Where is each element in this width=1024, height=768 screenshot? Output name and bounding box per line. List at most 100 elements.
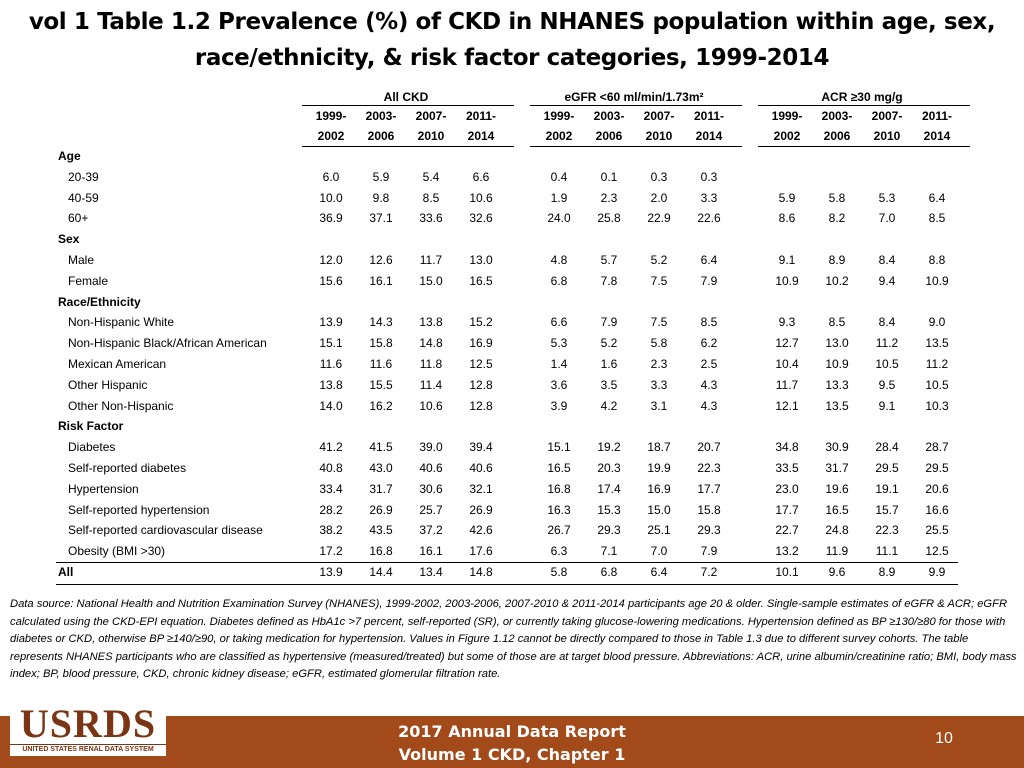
table-cell: 5.2 <box>600 336 618 351</box>
table-cell: 15.8 <box>369 336 393 351</box>
row-label: Other Non-Hispanic <box>68 398 174 413</box>
year-header: 2003- <box>821 109 853 123</box>
row-label: Hypertension <box>68 481 139 496</box>
table-cell: 13.9 <box>319 315 343 330</box>
table-row: Self-reported diabetes 40.8 43.0 40.6 40.6 16… <box>56 458 968 479</box>
year-header: 2002 <box>773 129 801 143</box>
table-cell: 4.3 <box>700 398 718 413</box>
table-cell: 16.6 <box>925 502 949 517</box>
table-row: Self-reported cardiovascular disease 38.2… <box>56 520 968 541</box>
section-label: Risk Factor <box>58 419 124 434</box>
year-header: 2011- <box>921 109 953 123</box>
table-cell: 3.1 <box>650 398 668 413</box>
table-row: Self-reported hypertension 28.2 26.9 25.7 26… <box>56 500 968 521</box>
table-row: Other Non-Hispanic 14.0 16.2 10.6 12.8 3.9 4.2… <box>56 396 968 417</box>
table-row: 20-39 6.0 5.9 5.4 6.6 0.4 0.1 0.3 0.3 <box>56 167 968 188</box>
table-cell: 5.3 <box>550 336 568 351</box>
table-cell: 0.3 <box>700 169 718 184</box>
table-cell: 40.6 <box>469 461 493 475</box>
table-cell: 16.5 <box>825 502 849 517</box>
table-cell: 16.9 <box>647 481 671 496</box>
table-cell: 15.0 <box>419 273 443 288</box>
table-row: Hypertension 33.4 31.7 30.6 32.1 16.8 17.4 16.9… <box>56 479 968 500</box>
table-cell: 39.4 <box>469 440 493 455</box>
year-header: 1999- <box>543 109 575 123</box>
table-cell: 8.9 <box>878 565 896 579</box>
table-cell: 17.7 <box>697 481 721 496</box>
row-label: Other Hispanic <box>68 377 148 392</box>
table-cell: 11.8 <box>419 357 443 371</box>
table-cell: 7.9 <box>700 544 718 559</box>
year-header: 1999- <box>315 109 347 123</box>
year-header: 2006 <box>823 129 851 143</box>
total-label: All <box>58 565 74 579</box>
table-cell: 18.7 <box>647 440 671 455</box>
table-row: Male 12.0 12.6 11.7 13.0 4.8 5.7 5.2 6.4 9.1 8.9 8.… <box>56 250 968 271</box>
table-cell: 32.1 <box>469 481 493 496</box>
row-label: 40-59 <box>68 190 99 205</box>
table-cell: 7.8 <box>600 273 618 288</box>
table-cell: 5.9 <box>372 169 390 184</box>
table-cell: 17.6 <box>469 544 493 559</box>
row-label: 60+ <box>68 211 89 226</box>
table-cell: 13.2 <box>775 544 799 559</box>
table-cell: 7.9 <box>600 315 618 330</box>
table-cell: 14.8 <box>469 565 493 579</box>
table-cell: 29.5 <box>875 461 899 475</box>
year-header: 2002 <box>317 129 345 143</box>
table-cell: 17.4 <box>597 481 621 496</box>
table-cell: 5.2 <box>650 253 668 267</box>
table-cell: 40.8 <box>319 461 343 475</box>
table-cell: 16.1 <box>369 273 393 288</box>
group-header-rule <box>530 105 742 106</box>
table-cell: 9.6 <box>828 565 846 579</box>
title-line-2: race/ethnicity, & risk factor categories… <box>194 45 830 71</box>
table-cell: 11.6 <box>369 357 393 371</box>
table-cell: 3.5 <box>600 377 618 392</box>
section-label: Race/Ethnicity <box>58 294 141 309</box>
row-label: Female <box>68 273 109 288</box>
table-cell: 10.3 <box>925 398 949 413</box>
section-label: Sex <box>58 232 80 247</box>
table-cell: 10.6 <box>419 398 443 413</box>
group-header-rule <box>302 105 514 106</box>
table-cell: 26.9 <box>469 502 493 517</box>
table-row: Non-Hispanic White 13.9 14.3 13.8 15.2 6.6 7.9… <box>56 312 968 333</box>
table-cell: 16.5 <box>469 273 493 288</box>
table-row: 60+ 36.9 37.1 33.6 32.6 24.0 25.8 22.9 22.6 8.6 8.… <box>56 208 968 229</box>
table-cell: 7.9 <box>700 273 718 288</box>
table-row: Non-Hispanic Black/African American 15.1 1… <box>56 333 968 354</box>
row-label: Non-Hispanic White <box>68 315 175 330</box>
table-cell: 13.3 <box>825 377 849 392</box>
table-cell: 26.7 <box>547 523 571 538</box>
table-cell: 22.6 <box>697 211 721 226</box>
table-cell: 36.9 <box>319 211 343 226</box>
table-cell: 4.2 <box>600 398 618 413</box>
table-row: Age <box>56 146 968 167</box>
table-cell: 20.6 <box>925 481 949 496</box>
table-cell: 11.4 <box>419 377 443 392</box>
year-header: 2003- <box>593 109 625 123</box>
table-cell: 8.5 <box>700 315 718 330</box>
table-cell: 12.7 <box>775 336 799 351</box>
table-row: Mexican American 11.6 11.6 11.8 12.5 1.4 1.6 2.… <box>56 354 968 375</box>
table-cell: 0.3 <box>650 169 668 184</box>
group-header-rule <box>758 105 970 106</box>
title-line-1: vol 1 Table 1.2 Prevalence (%) of CKD in… <box>28 9 996 35</box>
table-cell: 0.1 <box>600 169 618 184</box>
table-cell: 31.7 <box>369 481 393 496</box>
table-cell: 10.6 <box>469 190 493 205</box>
table-cell: 23.0 <box>775 481 799 496</box>
slide-title: vol 1 Table 1.2 Prevalence (%) of CKD in… <box>20 4 1004 76</box>
row-label: 20-39 <box>68 169 99 184</box>
table-cell: 7.2 <box>700 565 718 579</box>
table-cell: 1.4 <box>550 357 568 371</box>
row-label: Self-reported diabetes <box>68 461 187 475</box>
table-cell: 43.0 <box>369 461 393 475</box>
table-cell: 16.2 <box>369 398 393 413</box>
year-header: 1999- <box>771 109 803 123</box>
year-header: 2007- <box>415 109 447 123</box>
table-cell: 19.6 <box>825 481 849 496</box>
table-cell: 22.9 <box>647 211 671 226</box>
table-cell: 37.2 <box>419 523 443 538</box>
